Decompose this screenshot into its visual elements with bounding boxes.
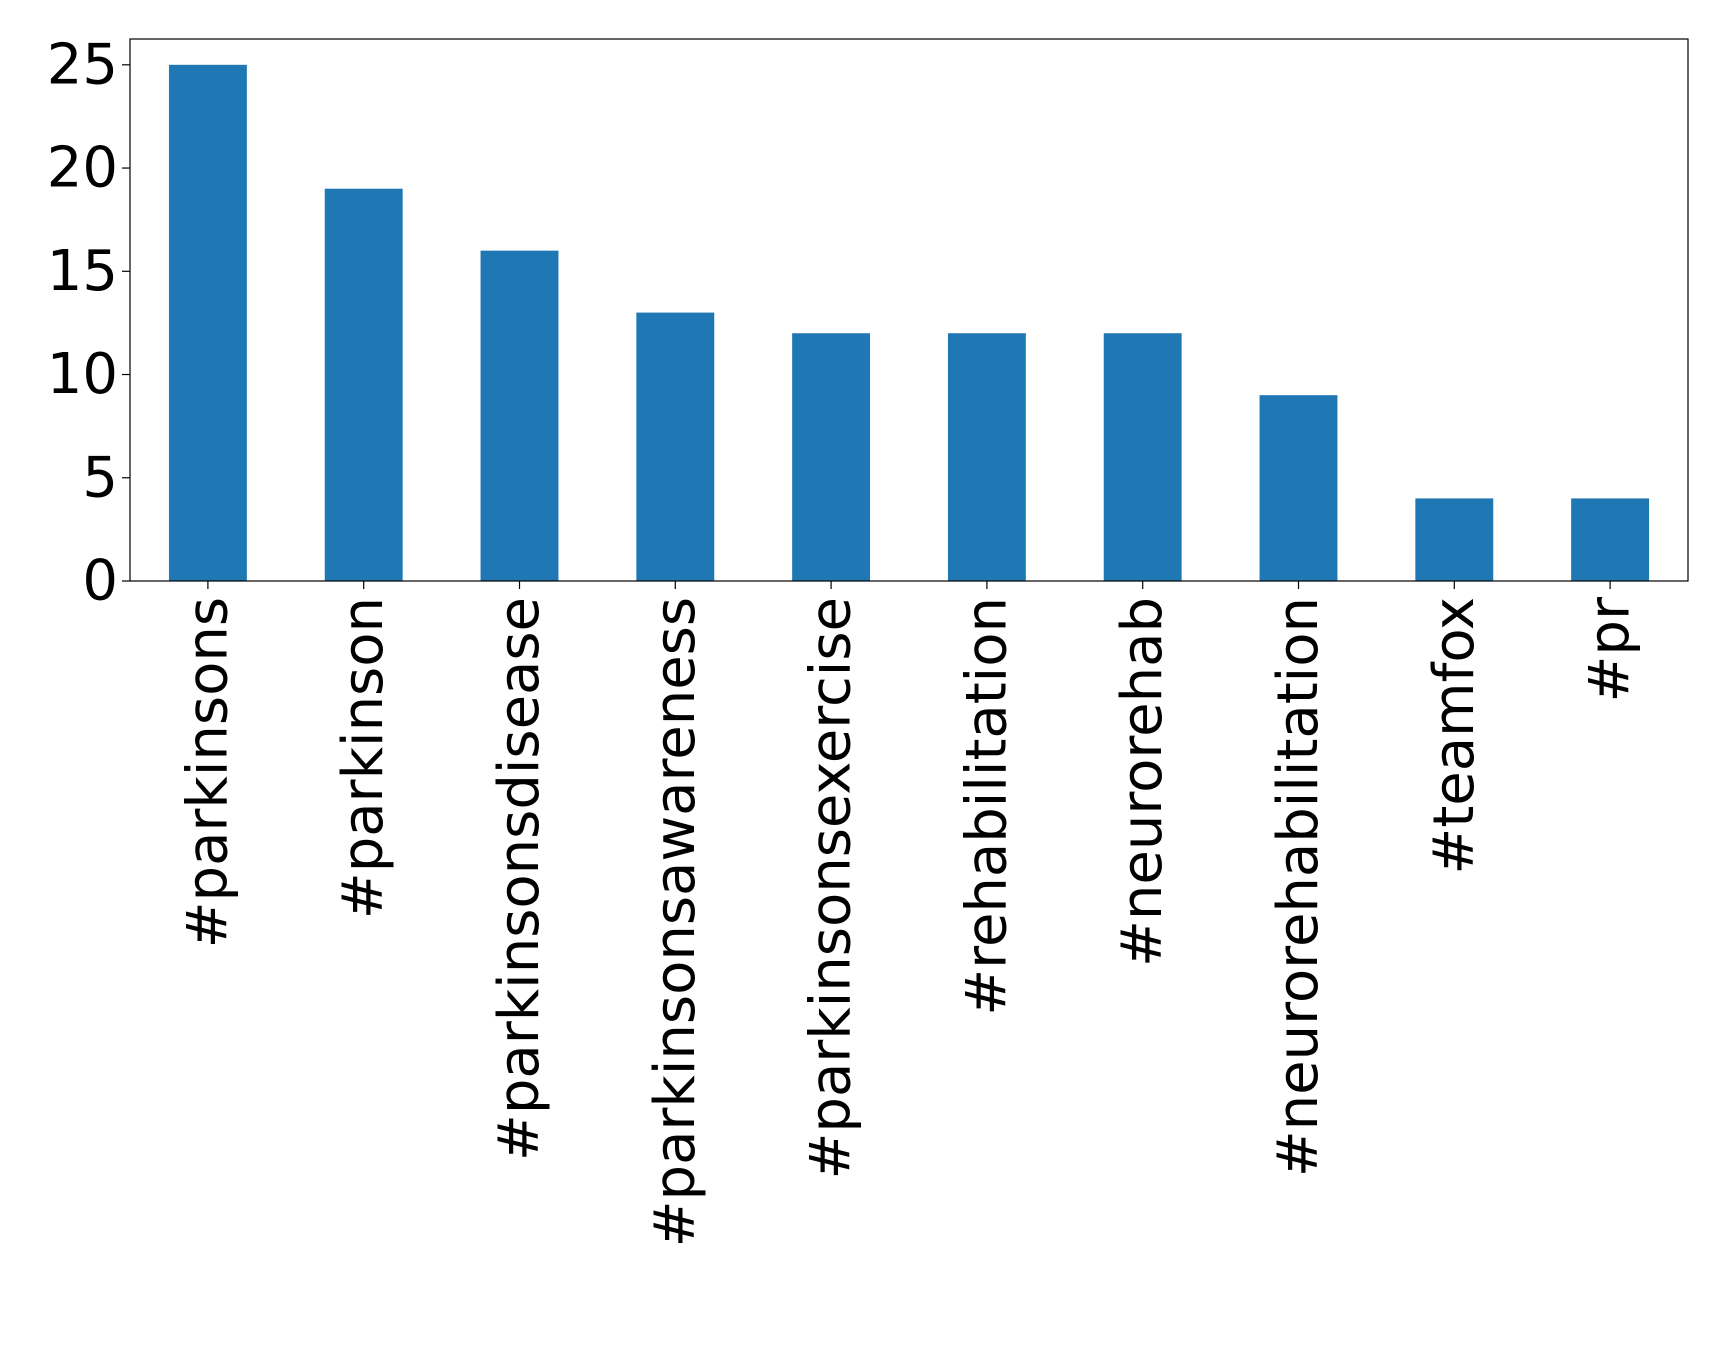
bar-6 bbox=[947, 333, 1026, 581]
x-tick-label: #teamfox bbox=[1422, 597, 1487, 875]
axes-layer bbox=[129, 38, 1689, 582]
y-tick-label: 10 bbox=[47, 342, 118, 407]
y-axis-ticks: 0 5 10 15 20 25 bbox=[47, 32, 130, 614]
x-tick-label: #parkinsons bbox=[175, 597, 240, 948]
y-tick-label: 15 bbox=[47, 239, 118, 304]
x-tick-label: #neurorehab bbox=[1110, 597, 1175, 967]
x-tick-label: #rehabilitation bbox=[954, 597, 1019, 1016]
bar-8 bbox=[1259, 395, 1338, 581]
y-tick-label: 25 bbox=[47, 32, 118, 97]
x-tick-label: #pr bbox=[1578, 596, 1643, 702]
bars-layer bbox=[168, 64, 1650, 582]
bar-9 bbox=[1415, 498, 1494, 581]
x-tick-label: #parkinsonsexercise bbox=[799, 597, 864, 1180]
y-tick-label: 0 bbox=[82, 549, 118, 614]
bar-1 bbox=[168, 64, 247, 582]
x-axis-ticks: #parkinsons #parkinson #parkinsonsdisease #… bbox=[175, 581, 1643, 1247]
bar-10 bbox=[1571, 498, 1650, 581]
x-tick-label: #parkinsonsdisease bbox=[487, 597, 552, 1161]
x-tick-label: #neurorehabilitation bbox=[1266, 597, 1331, 1177]
plot-frame bbox=[129, 38, 1689, 582]
x-tick-label: #parkinsonsawareness bbox=[643, 597, 708, 1247]
y-tick-label: 20 bbox=[47, 136, 118, 201]
bar-3 bbox=[480, 250, 559, 581]
bar-5 bbox=[792, 333, 871, 581]
bar-4 bbox=[636, 312, 715, 581]
bar-7 bbox=[1103, 333, 1182, 581]
y-tick-label: 5 bbox=[82, 445, 118, 510]
bar-2 bbox=[324, 188, 403, 581]
x-tick-label: #parkinson bbox=[331, 597, 396, 919]
